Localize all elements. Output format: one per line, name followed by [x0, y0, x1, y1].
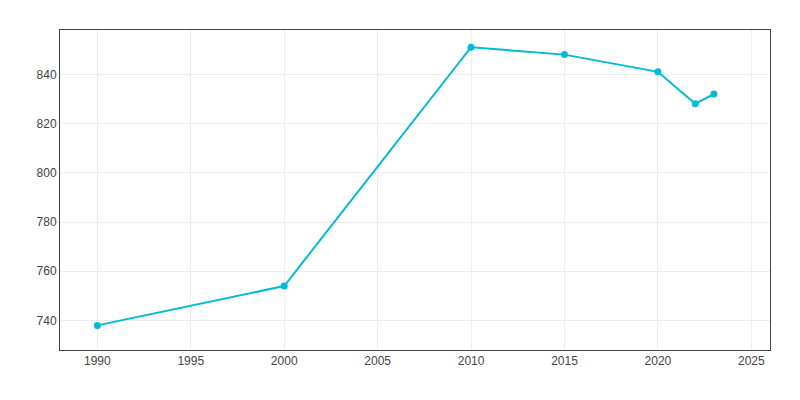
- svg-text:820: 820: [37, 117, 57, 131]
- svg-text:2010: 2010: [458, 354, 485, 368]
- svg-text:1995: 1995: [177, 354, 204, 368]
- svg-text:1990: 1990: [84, 354, 111, 368]
- svg-text:2005: 2005: [364, 354, 391, 368]
- svg-text:2015: 2015: [551, 354, 578, 368]
- svg-text:800: 800: [37, 166, 57, 180]
- svg-text:740: 740: [37, 314, 57, 328]
- svg-text:780: 780: [37, 215, 57, 229]
- svg-text:2020: 2020: [645, 354, 672, 368]
- svg-text:2025: 2025: [738, 354, 765, 368]
- svg-text:840: 840: [37, 68, 57, 82]
- svg-text:760: 760: [37, 264, 57, 278]
- svg-text:2000: 2000: [271, 354, 298, 368]
